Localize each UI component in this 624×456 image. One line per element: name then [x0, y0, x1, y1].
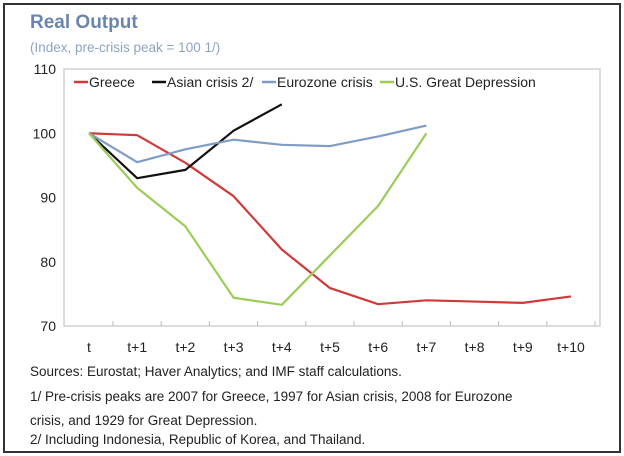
series-line-3 — [88, 132, 428, 306]
x-tick-label: t+1 — [127, 339, 147, 355]
chart-frame — [3, 3, 621, 453]
plot-area — [63, 68, 601, 327]
x-tick-label: t+8 — [465, 339, 485, 355]
series-line-1 — [88, 103, 283, 180]
legend-label: Asian crisis 2/ — [167, 74, 253, 90]
x-tick-label: t+10 — [557, 339, 585, 355]
legend-label: Greece — [89, 74, 135, 90]
y-tick-label: 110 — [34, 61, 57, 77]
series-line-0 — [88, 132, 572, 306]
x-tick-label: t+6 — [368, 339, 388, 355]
x-tick-label: t — [87, 339, 91, 355]
footnote-1-cont: crisis, and 1929 for Great Depression. — [30, 413, 258, 428]
footnote-1: 1/ Pre-crisis peaks are 2007 for Greece,… — [30, 389, 513, 404]
x-tick-label: t+4 — [272, 339, 292, 355]
y-tick-label: 90 — [40, 190, 56, 206]
x-tick-label: t+7 — [416, 339, 436, 355]
x-tick-label: t+2 — [175, 339, 195, 355]
y-tick-label: 70 — [40, 318, 56, 334]
x-tick-label: t+3 — [224, 339, 244, 355]
legend-label: Eurozone crisis — [277, 74, 373, 90]
x-tick-label: t+9 — [513, 339, 533, 355]
sources-note: Sources: Eurostat; Haver Analytics; and … — [30, 364, 402, 379]
chart-subtitle: (Index, pre-crisis peak = 100 1/) — [30, 40, 221, 55]
chart-title: Real Output — [30, 12, 138, 33]
footnote-2: 2/ Including Indonesia, Republic of Kore… — [30, 432, 366, 447]
y-tick-label: 100 — [33, 125, 57, 141]
y-tick-label: 80 — [40, 254, 56, 270]
series-line-2 — [88, 124, 427, 164]
x-tick-label: t+5 — [320, 339, 340, 355]
legend-label: U.S. Great Depression — [395, 74, 536, 90]
